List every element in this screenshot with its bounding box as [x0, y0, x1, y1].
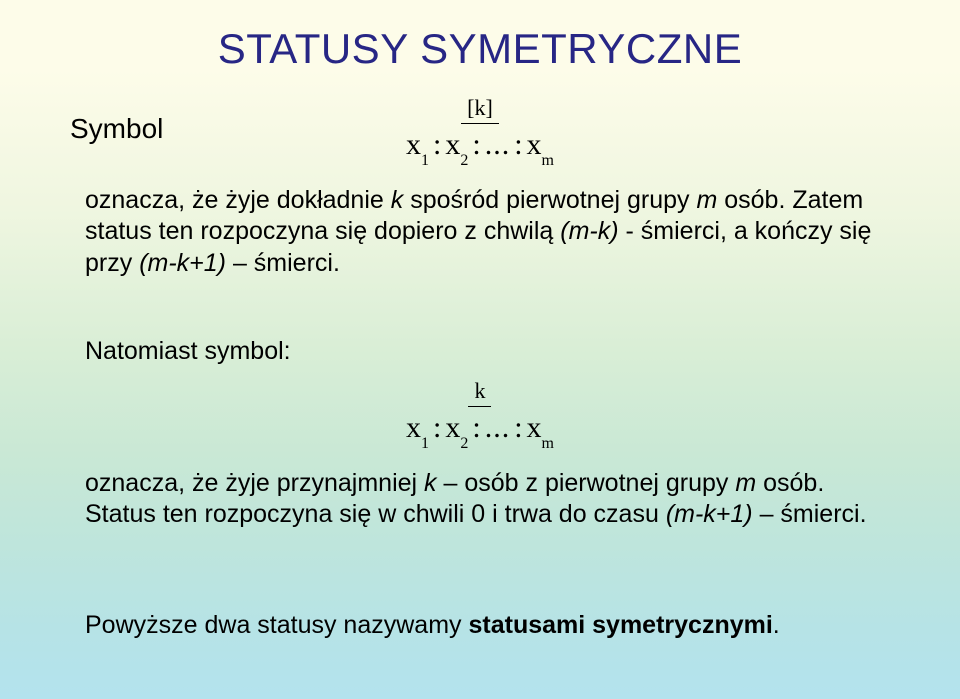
sub-m: m: [542, 152, 554, 169]
sub-1: 1: [421, 435, 429, 452]
var-x2: x: [445, 411, 460, 444]
ellipsis: ...: [485, 128, 511, 161]
var-x1: x: [406, 128, 421, 161]
var-xm: x: [527, 128, 542, 161]
paragraph-2: Natomiast symbol:: [85, 336, 875, 367]
p4-post: .: [773, 611, 780, 639]
formula-2-body: x1:x2:...:xm: [406, 411, 554, 449]
sep: :: [468, 411, 484, 444]
p3-post: – śmierci.: [753, 500, 867, 528]
section-label: Symbol: [70, 113, 163, 145]
p3-pre: oznacza, że żyje przynajmniej: [85, 469, 424, 497]
sep: :: [510, 128, 526, 161]
formula-1-overline: [k]: [461, 95, 499, 124]
formula-2-overline: k: [468, 378, 491, 407]
p1-post2: – śmierci.: [226, 249, 340, 277]
p3-mid1: – osób z pierwotnej grupy: [437, 469, 736, 497]
var-xm: x: [527, 411, 542, 444]
paragraph-3: oznacza, że żyje przynajmniej k – osób z…: [85, 468, 875, 531]
p3-m: m: [735, 469, 756, 497]
sep: :: [429, 128, 445, 161]
p3-mk1: (m-k+1): [666, 500, 753, 528]
var-x1: x: [406, 411, 421, 444]
sub-1: 1: [421, 152, 429, 169]
sub-m: m: [542, 435, 554, 452]
p4-bold: statusami symetrycznymi: [468, 611, 772, 639]
ellipsis: ...: [485, 411, 511, 444]
p1-mk1: (m-k+1): [139, 249, 226, 277]
p1-k: k: [391, 186, 404, 214]
sep: :: [510, 411, 526, 444]
page-title: STATUSY SYMETRYCZNE: [0, 25, 960, 73]
sep: :: [429, 411, 445, 444]
formula-1-body: x1:x2:...:xm: [406, 128, 554, 166]
formula-1: [k] x1:x2:...:xm: [406, 95, 554, 166]
sep: :: [468, 128, 484, 161]
p4-pre: Powyższe dwa statusy nazywamy: [85, 611, 468, 639]
p1-pre: oznacza, że żyje dokładnie: [85, 186, 391, 214]
sub-2: 2: [460, 435, 468, 452]
p1-m: m: [696, 186, 717, 214]
paragraph-4: Powyższe dwa statusy nazywamy statusami …: [85, 610, 875, 641]
formula-2: k x1:x2:...:xm: [406, 378, 554, 449]
paragraph-1: oznacza, że żyje dokładnie k spośród pie…: [85, 185, 875, 279]
var-x2: x: [445, 128, 460, 161]
p1-mk: (m-k): [560, 217, 618, 245]
sub-2: 2: [460, 152, 468, 169]
p1-mid1: spośród pierwotnej grupy: [403, 186, 696, 214]
p3-k: k: [424, 469, 437, 497]
